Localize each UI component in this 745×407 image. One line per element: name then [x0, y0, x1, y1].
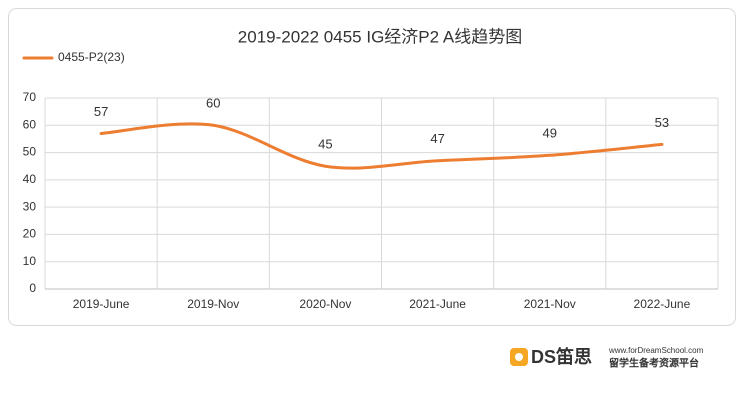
y-tick-label: 60 — [23, 117, 37, 131]
watermark: DS笛思 www.forDreamSchool.com 留学生备考资源平台 — [510, 346, 704, 370]
brand-slogan: 留学生备考资源平台 — [609, 357, 699, 370]
logo-dot — [515, 353, 523, 361]
brand: DS笛思 — [531, 346, 592, 367]
y-tick-label: 70 — [23, 90, 37, 104]
y-tick-label: 40 — [23, 172, 37, 186]
data-label: 47 — [430, 131, 444, 146]
x-tick-label: 2020-Nov — [299, 297, 351, 311]
data-label: 60 — [206, 96, 220, 111]
series-line — [99, 122, 664, 170]
x-tick-label: 2021-Nov — [524, 297, 576, 311]
brand-url: www.forDreamSchool.com — [608, 346, 704, 355]
y-tick-label: 30 — [23, 199, 37, 213]
x-tick-label: 2022-June — [634, 297, 691, 311]
data-label: 45 — [318, 137, 332, 152]
chart-title: 2019-2022 0455 IG经济P2 A线趋势图 — [238, 27, 522, 46]
y-tick-label: 10 — [23, 254, 37, 268]
y-tick-label: 50 — [23, 145, 37, 159]
y-tick-label: 0 — [29, 281, 36, 295]
data-label: 53 — [655, 115, 669, 130]
x-tick-label: 2021-June — [409, 297, 466, 311]
y-tick-label: 20 — [23, 227, 37, 241]
legend-label: 0455-P2(23) — [58, 50, 125, 64]
x-tick-label: 2019-June — [73, 297, 130, 311]
x-tick-label: 2019-Nov — [187, 297, 239, 311]
data-label: 49 — [543, 126, 557, 141]
data-label: 57 — [94, 104, 108, 119]
